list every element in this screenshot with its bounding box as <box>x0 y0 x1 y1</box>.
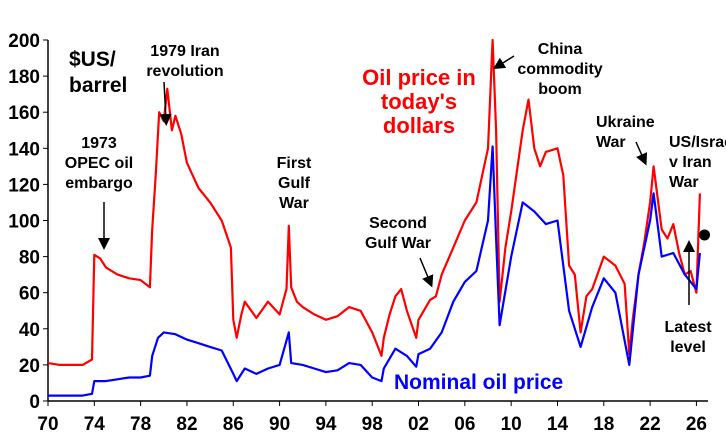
x-tick-label: 10 <box>501 414 522 435</box>
arrow-ukraine-war <box>635 141 648 166</box>
x-tick-label: 86 <box>223 414 244 435</box>
arrow-china-boom <box>492 55 515 70</box>
x-tick-label: 26 <box>686 414 707 435</box>
annotation-china-boom: China commodity boom <box>517 41 602 98</box>
x-tick-label: 90 <box>269 414 290 435</box>
annotation-latest-level: Latest level <box>664 319 712 356</box>
x-tick-label: 06 <box>454 414 475 435</box>
x-tick-label: 02 <box>408 414 429 435</box>
y-tick-label: 180 <box>8 67 40 88</box>
x-tick-label: 18 <box>593 414 614 435</box>
y-unit-label: $US/barrel <box>69 48 127 97</box>
annotation-ukraine-war: Ukraine War <box>596 114 655 151</box>
y-tick-label: 160 <box>8 103 40 124</box>
x-tick-label: 14 <box>547 414 569 435</box>
annotation-second-gulf: Second Gulf War <box>365 215 431 252</box>
y-tick-label: 80 <box>19 248 40 269</box>
series-nominal-line <box>48 145 701 397</box>
y-tick-label: 60 <box>19 284 40 305</box>
x-tick-label: 74 <box>84 414 106 435</box>
y-tick-label: 20 <box>19 356 40 377</box>
annotation-oil-embargo: 1973 OPEC oil embargo <box>65 135 133 192</box>
y-tick-label: 140 <box>8 139 40 160</box>
x-tick-label: 98 <box>362 414 383 435</box>
labels-layer: $US/barrel Oil price in today's dollars Nomi… <box>65 41 726 394</box>
y-tick-label: 200 <box>8 31 40 52</box>
series-label-nominal: Nominal oil price <box>394 371 563 394</box>
y-tick-label: 0 <box>29 392 40 413</box>
y-tick-label: 120 <box>8 175 40 196</box>
arrow-iran-revolution <box>159 81 172 126</box>
x-tick-label: 82 <box>176 414 197 435</box>
y-tick-label: 100 <box>8 212 40 233</box>
x-tick-label: 22 <box>640 414 661 435</box>
x-tick-label: 70 <box>37 414 58 435</box>
annotation-iran-revolution: 1979 Iran revolution <box>146 43 223 80</box>
y-tick-label: 40 <box>19 320 40 341</box>
x-tick-label: 94 <box>315 414 337 435</box>
latest-level-dot <box>699 229 711 241</box>
annotation-first-gulf: First Gulf War <box>277 155 312 212</box>
x-tick-label: 78 <box>130 414 151 435</box>
series-label-real: Oil price in today's dollars <box>362 65 476 138</box>
arrow-second-gulf <box>419 257 434 288</box>
